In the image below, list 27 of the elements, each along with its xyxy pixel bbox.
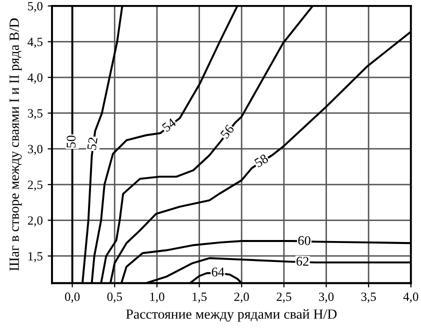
annotation: 60 bbox=[298, 236, 311, 246]
x-tick-label: 2,0 bbox=[234, 292, 249, 303]
annotation: 58 bbox=[254, 154, 269, 168]
x-tick-label: 2,5 bbox=[276, 292, 292, 303]
annotation: 62 bbox=[296, 256, 309, 266]
x-tick-label: 4,0 bbox=[403, 292, 418, 303]
x-tick-label: 3,5 bbox=[361, 292, 376, 303]
y-tick-label: 3,0 bbox=[28, 144, 42, 156]
x-tick-label: 0,0 bbox=[64, 292, 80, 303]
y-tick-label: 1,5 bbox=[28, 252, 42, 262]
x-tick-label: 1,5 bbox=[192, 292, 207, 303]
y-tick-label: 4,5 bbox=[28, 38, 42, 48]
y-tick-label: 4,0 bbox=[28, 73, 42, 84]
y-axis-title: Шаг в створе между сваями I и II ряда B/D bbox=[10, 18, 22, 271]
x-tick-label: 0,5 bbox=[107, 292, 122, 303]
annotation: 52 bbox=[87, 137, 98, 150]
x-axis-title: Расстояние между рядами свай H/D bbox=[126, 309, 337, 322]
annotation: 54 bbox=[162, 118, 177, 132]
y-tick-label: 2,0 bbox=[28, 216, 42, 227]
x-tick-label: 1,0 bbox=[150, 292, 164, 303]
annotation: 64 bbox=[212, 268, 224, 276]
annotation: 56 bbox=[220, 124, 234, 140]
x-tick-label: 3,0 bbox=[319, 292, 334, 303]
y-tick-label: 3,5 bbox=[28, 109, 42, 120]
y-tick-label: 2,5 bbox=[28, 180, 42, 191]
annotation: 50 bbox=[66, 136, 76, 148]
y-tick-label: 5,0 bbox=[28, 2, 42, 12]
